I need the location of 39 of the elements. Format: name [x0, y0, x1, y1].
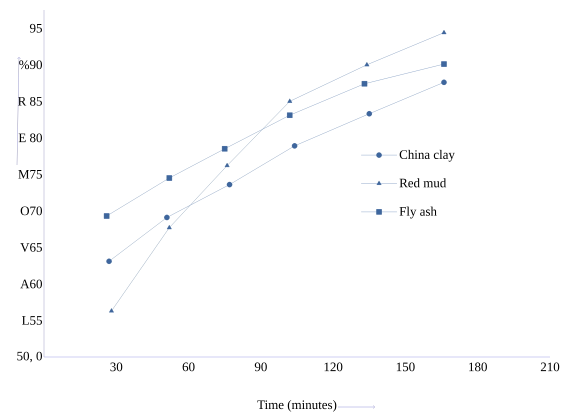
x-tick-label: 120	[324, 362, 342, 372]
y-tick-label: E 80	[18, 133, 42, 142]
y-tick-label: %90	[19, 60, 42, 70]
point	[226, 182, 232, 188]
point	[366, 110, 372, 117]
x-tick-label: 30	[110, 362, 122, 372]
y-tick-label: A60	[20, 280, 42, 288]
point	[109, 308, 114, 312]
x-tick-label: 150	[396, 362, 415, 372]
point	[362, 80, 368, 87]
y-tick-label: 95	[30, 24, 42, 33]
y-tick-label: L55	[22, 316, 42, 325]
point	[292, 143, 298, 149]
y-tick-label: V65	[20, 243, 42, 252]
legend-label: Fly ash	[400, 206, 437, 218]
y-tick-label: O70	[20, 206, 42, 216]
x-tick-label: 60	[182, 362, 195, 372]
legend-label: China clay	[400, 150, 455, 162]
point	[166, 175, 172, 181]
point	[166, 224, 172, 230]
point	[104, 213, 110, 219]
point	[286, 112, 293, 118]
legend-label: Red mud	[400, 178, 446, 188]
y-tick-label: R 85	[18, 96, 42, 106]
point	[224, 162, 230, 168]
x-tick-label: 180	[469, 362, 487, 372]
point	[164, 214, 170, 220]
point	[364, 62, 370, 66]
point	[442, 30, 446, 34]
point	[287, 98, 292, 103]
y-tick-label: 50, 0	[17, 352, 42, 362]
point	[222, 146, 228, 152]
x-axis-title: Time (minutes)	[257, 400, 336, 412]
point	[441, 80, 447, 86]
point	[441, 61, 447, 67]
x-tick-label: 210	[540, 362, 560, 372]
y-tick-label: M75	[18, 170, 42, 179]
x-tick-label: 90	[254, 362, 267, 372]
point	[106, 258, 112, 264]
